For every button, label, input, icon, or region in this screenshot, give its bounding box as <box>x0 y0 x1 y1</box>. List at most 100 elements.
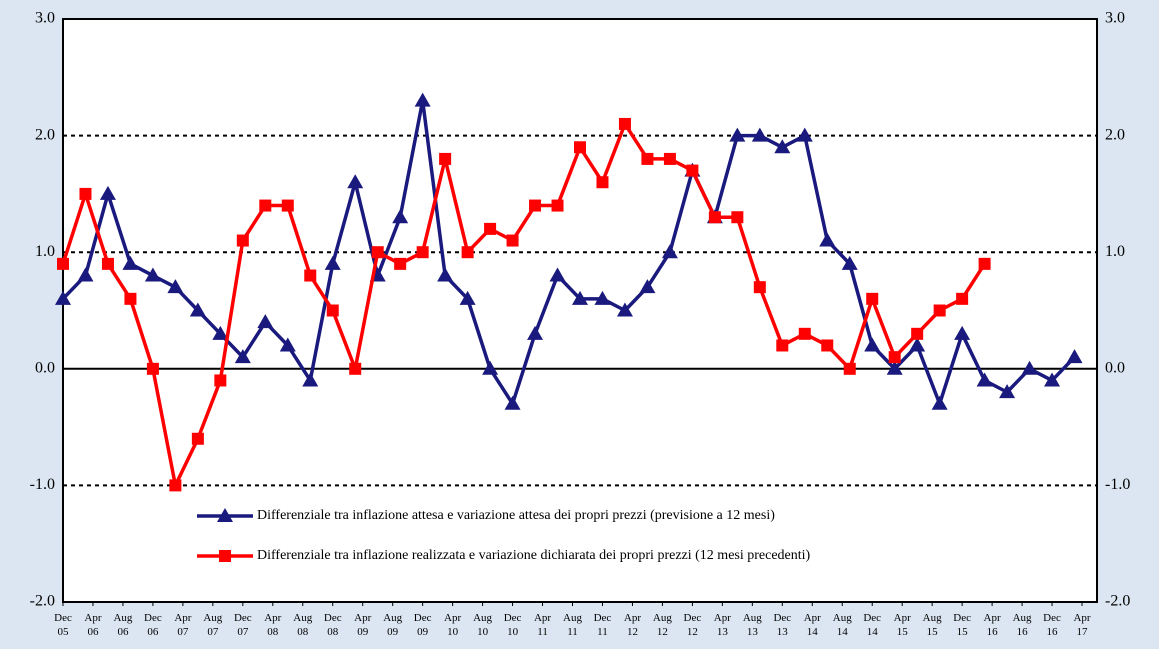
point <box>978 257 991 270</box>
x-tick-label: Apr 14 <box>803 612 821 638</box>
x-tick-label: Dec 12 <box>683 612 702 638</box>
x-tick-label: Aug 13 <box>742 612 762 638</box>
x-tick-label: Aug 07 <box>203 612 223 638</box>
plot-border <box>62 18 1098 603</box>
x-tick-label: Dec 13 <box>773 612 792 638</box>
legend-item: Differenziale tra inflazione realizzata … <box>197 548 811 563</box>
point <box>167 279 184 294</box>
point <box>482 360 499 375</box>
point <box>55 290 71 305</box>
x-tick-label: Aug 10 <box>473 612 493 638</box>
point <box>1044 372 1061 387</box>
point <box>841 255 858 270</box>
point <box>663 152 676 165</box>
point <box>594 290 611 305</box>
point <box>999 384 1016 399</box>
point <box>886 360 903 375</box>
point <box>551 199 564 212</box>
x-tick-label: Apr 16 <box>983 612 1001 638</box>
point <box>347 174 364 189</box>
x-tick-label: Apr 10 <box>444 612 462 638</box>
point <box>302 372 319 387</box>
plot-area <box>63 19 1097 602</box>
point <box>101 257 114 270</box>
point <box>956 292 969 305</box>
legend-marker <box>217 508 233 522</box>
point <box>572 290 588 305</box>
point <box>124 292 137 305</box>
point <box>574 141 586 154</box>
x-tick-label: Apr 11 <box>533 612 552 638</box>
point <box>326 304 339 317</box>
y-tick-label: 3.0 <box>35 10 55 27</box>
point <box>257 314 274 329</box>
point <box>122 255 139 270</box>
point <box>639 279 656 294</box>
point <box>99 185 116 200</box>
point <box>753 281 766 294</box>
point <box>529 199 542 212</box>
y2-tick-label: 1.0 <box>1105 243 1125 260</box>
x-tick-label: Dec 10 <box>503 612 522 638</box>
x-tick-label: Apr 17 <box>1073 612 1091 638</box>
point <box>214 374 227 387</box>
point <box>234 349 251 364</box>
x-tick-label: Dec 07 <box>233 612 252 638</box>
x-tick-label: Dec 11 <box>593 612 612 638</box>
point <box>146 362 159 375</box>
point <box>549 267 566 282</box>
y-tick-label: 2.0 <box>35 126 55 143</box>
point <box>1021 360 1038 375</box>
point <box>798 327 811 340</box>
point <box>976 372 993 387</box>
point <box>504 395 521 410</box>
y-tick-label: -1.0 <box>30 476 55 493</box>
point <box>731 211 744 224</box>
x-tick-label: Apr 12 <box>623 612 641 638</box>
point <box>661 244 678 259</box>
x-tick-label: Apr 08 <box>264 612 282 638</box>
point <box>416 246 429 259</box>
x-tick-label: Apr 13 <box>713 612 731 638</box>
point <box>641 152 654 165</box>
y2-tick-label: -2.0 <box>1105 593 1130 610</box>
point <box>843 362 856 375</box>
series-line <box>61 98 1076 406</box>
point <box>933 304 946 317</box>
point <box>304 269 317 282</box>
point <box>911 327 924 340</box>
point <box>371 246 384 259</box>
legend-label: Differenziale tra inflazione attesa e va… <box>257 508 775 523</box>
point <box>954 325 971 340</box>
point <box>751 127 768 142</box>
y-tick-label: 1.0 <box>35 243 55 260</box>
point <box>1066 349 1083 364</box>
x-tick-label: Aug 14 <box>832 612 852 638</box>
x-tick-label: Dec 08 <box>323 612 342 638</box>
point <box>506 234 519 247</box>
y-tick-label: 0.0 <box>35 359 55 376</box>
point <box>189 302 206 317</box>
point <box>414 92 431 107</box>
x-tick-label: Apr 06 <box>84 612 102 638</box>
x-tick-label: Apr 07 <box>174 612 192 638</box>
x-tick-label: Aug 09 <box>383 612 403 638</box>
x-tick-label: Aug 12 <box>652 612 672 638</box>
point <box>79 187 92 200</box>
point <box>774 139 791 154</box>
x-tick-label: Aug 08 <box>293 612 313 638</box>
point <box>729 127 746 142</box>
point <box>864 337 881 352</box>
x-tick-label: Apr 15 <box>893 612 911 638</box>
y2-tick-label: 3.0 <box>1105 10 1125 27</box>
point <box>931 395 948 410</box>
x-tick-label: Dec 16 <box>1043 612 1061 638</box>
y-tick-label: -2.0 <box>30 593 55 610</box>
point <box>776 339 789 352</box>
point <box>616 302 633 317</box>
point <box>618 117 631 130</box>
point <box>281 199 294 212</box>
point <box>259 199 272 212</box>
point <box>459 290 476 305</box>
x-tick-label: Apr 09 <box>354 612 372 638</box>
